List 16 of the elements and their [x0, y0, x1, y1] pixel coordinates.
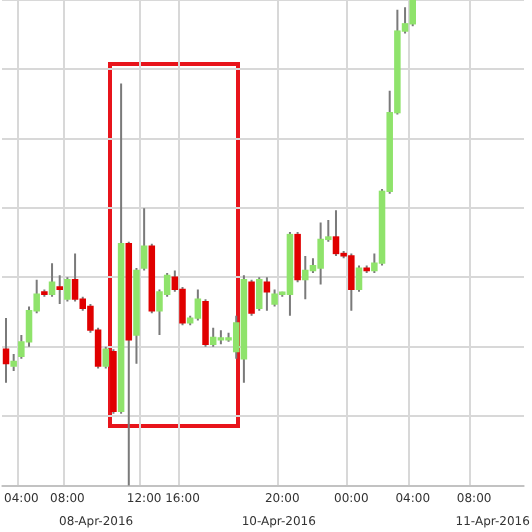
- candlestick: [140, 207, 148, 272]
- candlestick: [302, 254, 309, 301]
- candlestick: [286, 231, 294, 317]
- candlestick: [317, 221, 324, 286]
- candlestick: [332, 209, 340, 257]
- candlestick: [117, 82, 125, 415]
- candlestick: [125, 240, 133, 487]
- candlestick: [209, 326, 217, 348]
- candlestick: [348, 252, 355, 312]
- candlestick: [48, 262, 56, 298]
- candlestick: [133, 267, 140, 365]
- candlestick: [240, 274, 248, 384]
- candlestick: [2, 317, 10, 384]
- candlestick: [263, 276, 271, 312]
- candlestick: [71, 252, 79, 303]
- candlestick: [56, 274, 63, 305]
